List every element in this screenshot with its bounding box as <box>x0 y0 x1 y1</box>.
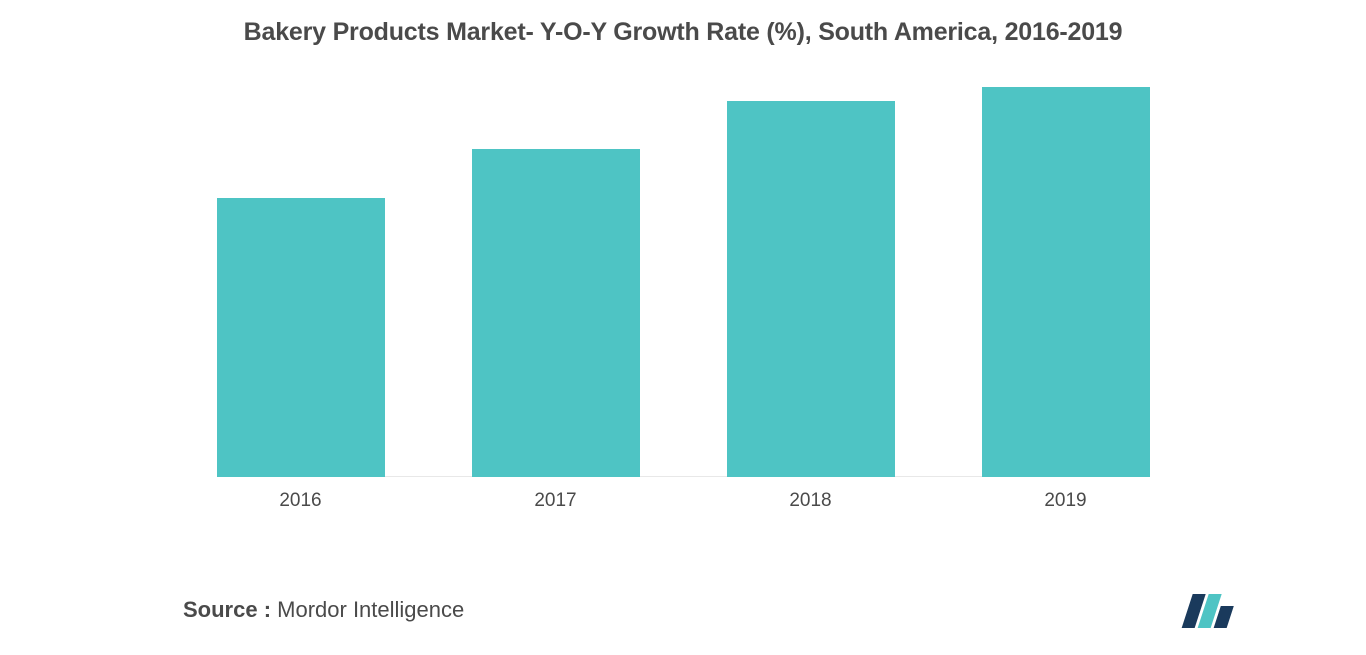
chart-area: 2016 2017 2018 2019 <box>173 82 1193 512</box>
source-attribution: Source : Mordor Intelligence <box>183 597 464 623</box>
chart-footer: Source : Mordor Intelligence <box>183 590 1246 630</box>
x-label-2017: 2017 <box>428 490 683 512</box>
bar-2017 <box>472 149 640 477</box>
bar-group-2018 <box>683 101 938 477</box>
bar-2016 <box>217 198 385 477</box>
bar-2019 <box>982 87 1150 477</box>
source-value: Mordor Intelligence <box>271 597 464 622</box>
x-axis-labels: 2016 2017 2018 2019 <box>173 490 1193 512</box>
x-label-2019: 2019 <box>938 490 1193 512</box>
bar-group-2016 <box>173 198 428 477</box>
x-label-2016: 2016 <box>173 490 428 512</box>
chart-title: Bakery Products Market- Y-O-Y Growth Rat… <box>0 0 1366 57</box>
mordor-logo-icon <box>1176 590 1246 630</box>
x-label-2018: 2018 <box>683 490 938 512</box>
bar-group-2017 <box>428 149 683 477</box>
source-label: Source : <box>183 597 271 622</box>
bar-group-2019 <box>938 87 1193 477</box>
bar-2018 <box>727 101 895 477</box>
bars-container <box>173 82 1193 477</box>
